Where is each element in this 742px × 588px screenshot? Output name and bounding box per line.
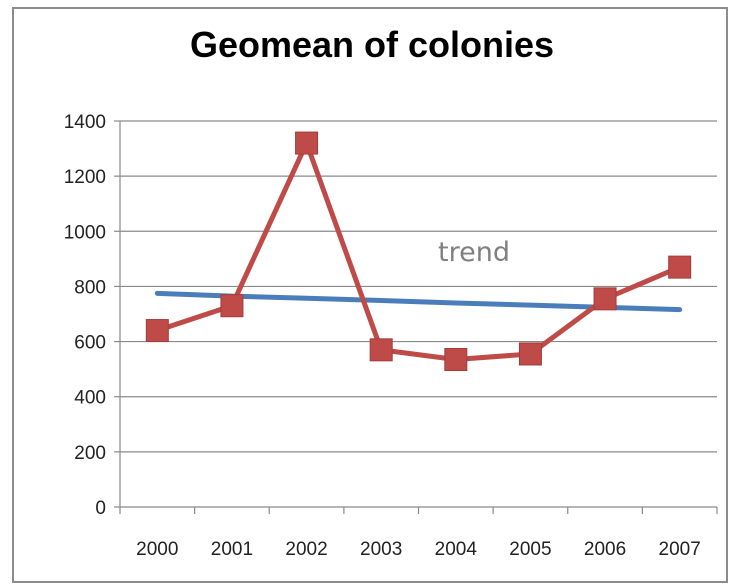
- y-tick-label: 800: [74, 277, 106, 298]
- x-tick-label: 2007: [659, 539, 701, 560]
- y-tick-label: 600: [74, 333, 106, 354]
- y-tick-label: 0: [95, 498, 106, 519]
- x-tick-label: 2003: [360, 539, 402, 560]
- x-tick-label: 2004: [435, 539, 478, 560]
- axes: [114, 120, 718, 514]
- y-tick-label: 1000: [64, 222, 106, 243]
- annotation-trend: trend: [438, 237, 510, 268]
- x-tick-label: 2002: [285, 539, 327, 560]
- y-tick-label: 1200: [64, 167, 106, 188]
- x-tick-label: 2005: [509, 539, 551, 560]
- data-point-2004: [444, 347, 468, 371]
- y-tick-label: 400: [74, 388, 106, 409]
- x-tick-labels: 2000 2001 2002 2003 2004 2005 2006 2007: [136, 539, 701, 560]
- series: [145, 131, 692, 371]
- x-tick-label: 2001: [211, 539, 253, 560]
- data-point-2001: [220, 294, 244, 318]
- chart-title: Geomean of colonies: [190, 24, 554, 65]
- data-point-2005: [518, 342, 542, 366]
- gridlines: [120, 120, 717, 453]
- data-point-2007: [668, 255, 692, 279]
- y-tick-label: 1400: [64, 112, 106, 133]
- series-line-geomean: [154, 140, 683, 362]
- data-point-2006: [593, 287, 617, 311]
- data-point-2003: [369, 338, 393, 362]
- x-tick-label: 2006: [584, 539, 626, 560]
- y-tick-label: 200: [74, 443, 106, 464]
- data-point-2002: [295, 131, 319, 155]
- y-tick-labels: 0 200 400 600 800 1000 1200 1400: [64, 112, 106, 519]
- data-point-2000: [145, 319, 169, 343]
- x-tick-label: 2000: [136, 539, 178, 560]
